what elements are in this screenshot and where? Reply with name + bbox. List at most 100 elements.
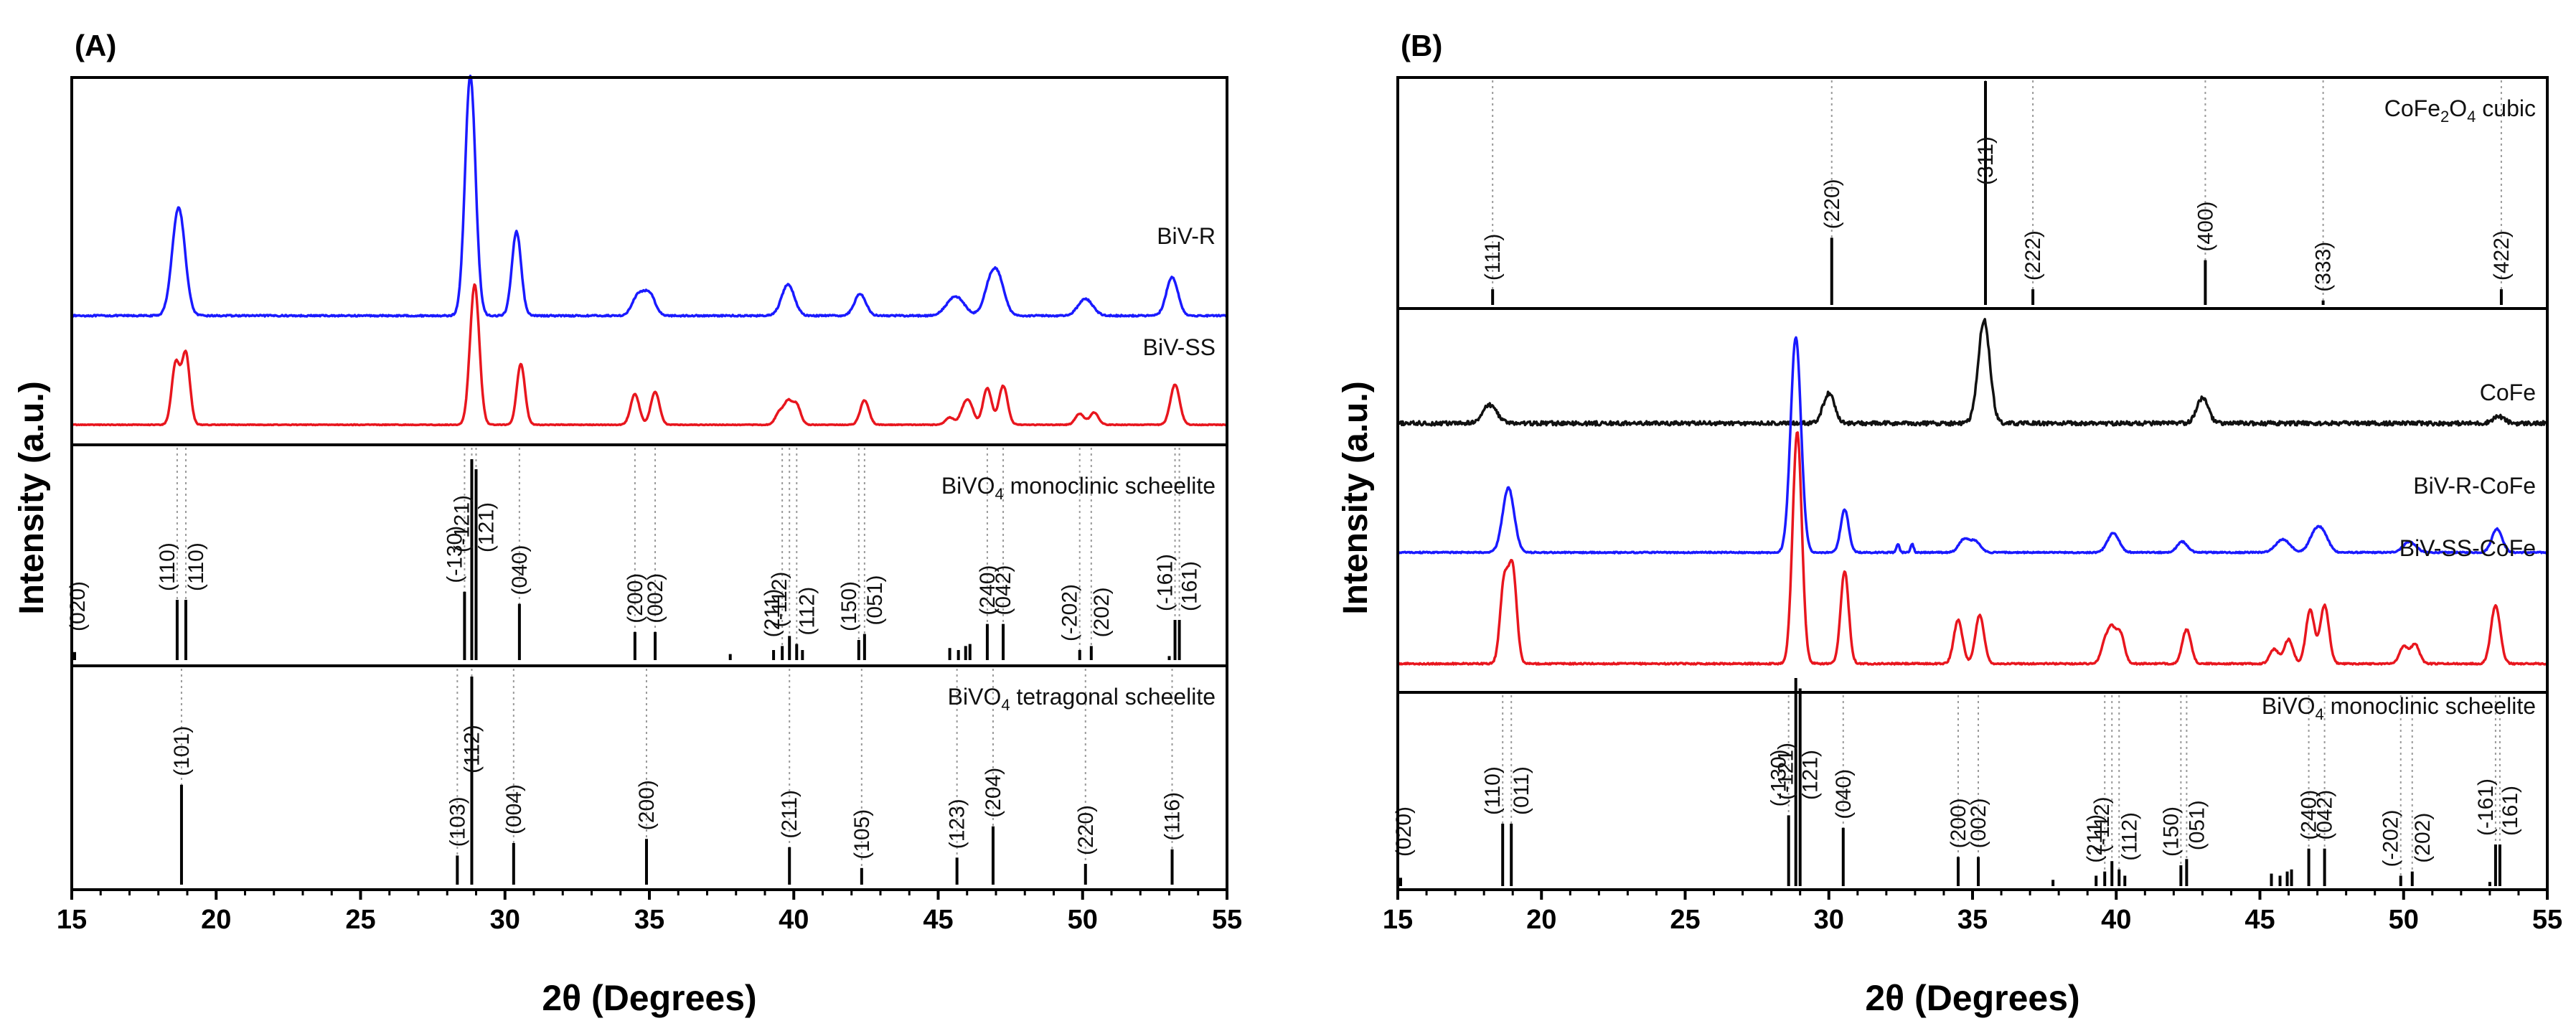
series-label: BiV-R-CoFe: [2413, 473, 2536, 499]
x-tick-label: 15: [1383, 905, 1413, 935]
hkl-label: (110): [156, 542, 179, 591]
label-part: cubic: [2476, 95, 2536, 121]
section-reference: (020) (110) (110) (-130)(-121) (121) (040) (20…: [66, 448, 1216, 660]
hkl-label: (051): [2185, 800, 2209, 850]
x-tick-label: 20: [1526, 905, 1556, 935]
hkl-label: (202): [2411, 813, 2435, 863]
hkl-label: (200): [624, 573, 647, 623]
x-tick-label: 25: [345, 905, 375, 935]
hkl-label: (161): [1178, 561, 1202, 611]
hkl-label: (-121): [450, 495, 474, 552]
label-part: BiVO: [2262, 693, 2316, 719]
label-part: 4: [995, 485, 1004, 503]
hkl-label: (-112): [768, 572, 791, 628]
hkl-label: (150): [2159, 806, 2183, 857]
hkl-label: (-130): [1767, 749, 1791, 806]
hkl-label: (111): [1481, 234, 1505, 281]
section-reference: (111) (220) (311) (222) (400) (333) (422) CoFe2…: [1481, 80, 2536, 305]
label-part: CoFe: [2384, 95, 2440, 121]
section-reference: (020) (110) (011) (-130)(-121) (121) (040) (20…: [1392, 678, 2536, 886]
series-label: BiV-R: [1157, 223, 1216, 249]
section-label: BiVO4 tetragonal scheelite: [948, 684, 1216, 714]
hkl-label: (040): [1832, 769, 1856, 819]
label-part: 2: [2440, 108, 2449, 126]
hkl-label: (161): [2499, 786, 2522, 836]
hkl-label: (211): [778, 790, 802, 839]
series-label: BiV-SS: [1143, 334, 1216, 360]
section-label: CoFe2O4 cubic: [2384, 95, 2536, 126]
hkl-label: (110): [1481, 766, 1505, 815]
x-tick-label: 40: [779, 905, 809, 935]
hkl-label: (222): [2021, 230, 2045, 281]
x-tick-label: 30: [1814, 905, 1844, 935]
series-label: BiV-SS-CoFe: [2399, 535, 2536, 561]
hkl-label: (220): [1074, 805, 1098, 855]
panel-label: (B): [1401, 29, 1442, 62]
hkl-label: (123): [946, 799, 969, 849]
hkl-label: (240): [2298, 790, 2321, 840]
x-tick-label: 35: [634, 905, 664, 935]
x-tick-label: 20: [201, 905, 231, 935]
x-tick-label: 25: [1670, 905, 1700, 935]
section-label: BiVO4 monoclinic scheelite: [2262, 693, 2536, 723]
label-part: 4: [1001, 696, 1010, 714]
x-tick-label: 30: [490, 905, 520, 935]
hkl-label: (020): [1392, 806, 1416, 857]
x-tick-label: 15: [57, 905, 87, 935]
hkl-label: (101): [170, 726, 194, 776]
x-tick-label: 35: [1957, 905, 1988, 935]
series-line-cofe: [1396, 318, 2549, 427]
hkl-label: (220): [1820, 179, 1844, 229]
x-tick-label: 45: [2244, 905, 2275, 935]
hkl-label: (204): [982, 768, 1005, 818]
label-part: O: [2449, 95, 2467, 121]
x-tick-label: 50: [2389, 905, 2419, 935]
hkl-label: (200): [1947, 798, 1970, 848]
hkl-label: (105): [850, 809, 874, 860]
hkl-label: (-202): [2379, 809, 2403, 867]
hkl-label: (040): [508, 545, 532, 596]
hkl-label: (211): [761, 589, 784, 638]
hkl-label: (400): [2194, 202, 2217, 252]
y-axis-label: Intensity (a.u.): [13, 381, 51, 614]
hkl-label: (-161): [2474, 778, 2498, 836]
hkl-label: (-130): [443, 526, 466, 583]
x-tick-label: 55: [1212, 905, 1242, 935]
hkl-label: (112): [2117, 812, 2141, 861]
hkl-label: (042): [992, 565, 1015, 616]
hkl-label: (002): [1967, 798, 1990, 848]
hkl-label: (121): [475, 502, 499, 552]
hkl-label: (002): [644, 573, 667, 623]
hkl-label: (121): [1799, 750, 1823, 800]
label-part: tetragonal scheelite: [1010, 684, 1216, 710]
hkl-label: (112): [460, 725, 484, 773]
series-line-biv-r-cofe: [1397, 336, 2549, 555]
label-part: BiVO: [941, 473, 995, 499]
hkl-label: (200): [635, 780, 659, 830]
x-axis-label: 2θ (Degrees): [542, 978, 756, 1018]
hkl-label: (004): [502, 784, 526, 834]
hkl-label: (422): [2490, 230, 2514, 281]
label-part: monoclinic scheelite: [1004, 473, 1216, 499]
hkl-label: (042): [2313, 790, 2337, 840]
label-part: BiVO: [948, 684, 1002, 710]
x-axis-label: 2θ (Degrees): [1865, 978, 2079, 1018]
plot-frame: [1396, 76, 2549, 891]
panel-b: (B) Intensity (a.u.) 2θ (Degrees) (111) (220…: [1337, 29, 2562, 1018]
label-part: 4: [2467, 108, 2476, 126]
x-tick-label: 40: [2101, 905, 2131, 935]
hkl-label: (011): [1510, 766, 1533, 815]
hkl-label: (020): [66, 581, 90, 631]
panel-a: (A)Intensity (a.u.)2θ (Degrees)BiV-RBiV-…: [13, 29, 1242, 1018]
x-tick-label: 45: [923, 905, 953, 935]
section-pattern: BiV-R BiV-SS: [71, 75, 1228, 427]
hkl-label: (202): [1090, 587, 1114, 637]
hkl-label: (116): [1161, 792, 1185, 841]
series-line-biv-r: [71, 75, 1228, 318]
hkl-label: (150): [837, 581, 861, 631]
panel-label: (A): [75, 29, 116, 62]
hkl-label: (103): [446, 796, 469, 847]
hkl-label: (-202): [1058, 584, 1082, 641]
hkl-label: (-161): [1154, 554, 1177, 611]
hkl-label: (051): [863, 575, 887, 626]
